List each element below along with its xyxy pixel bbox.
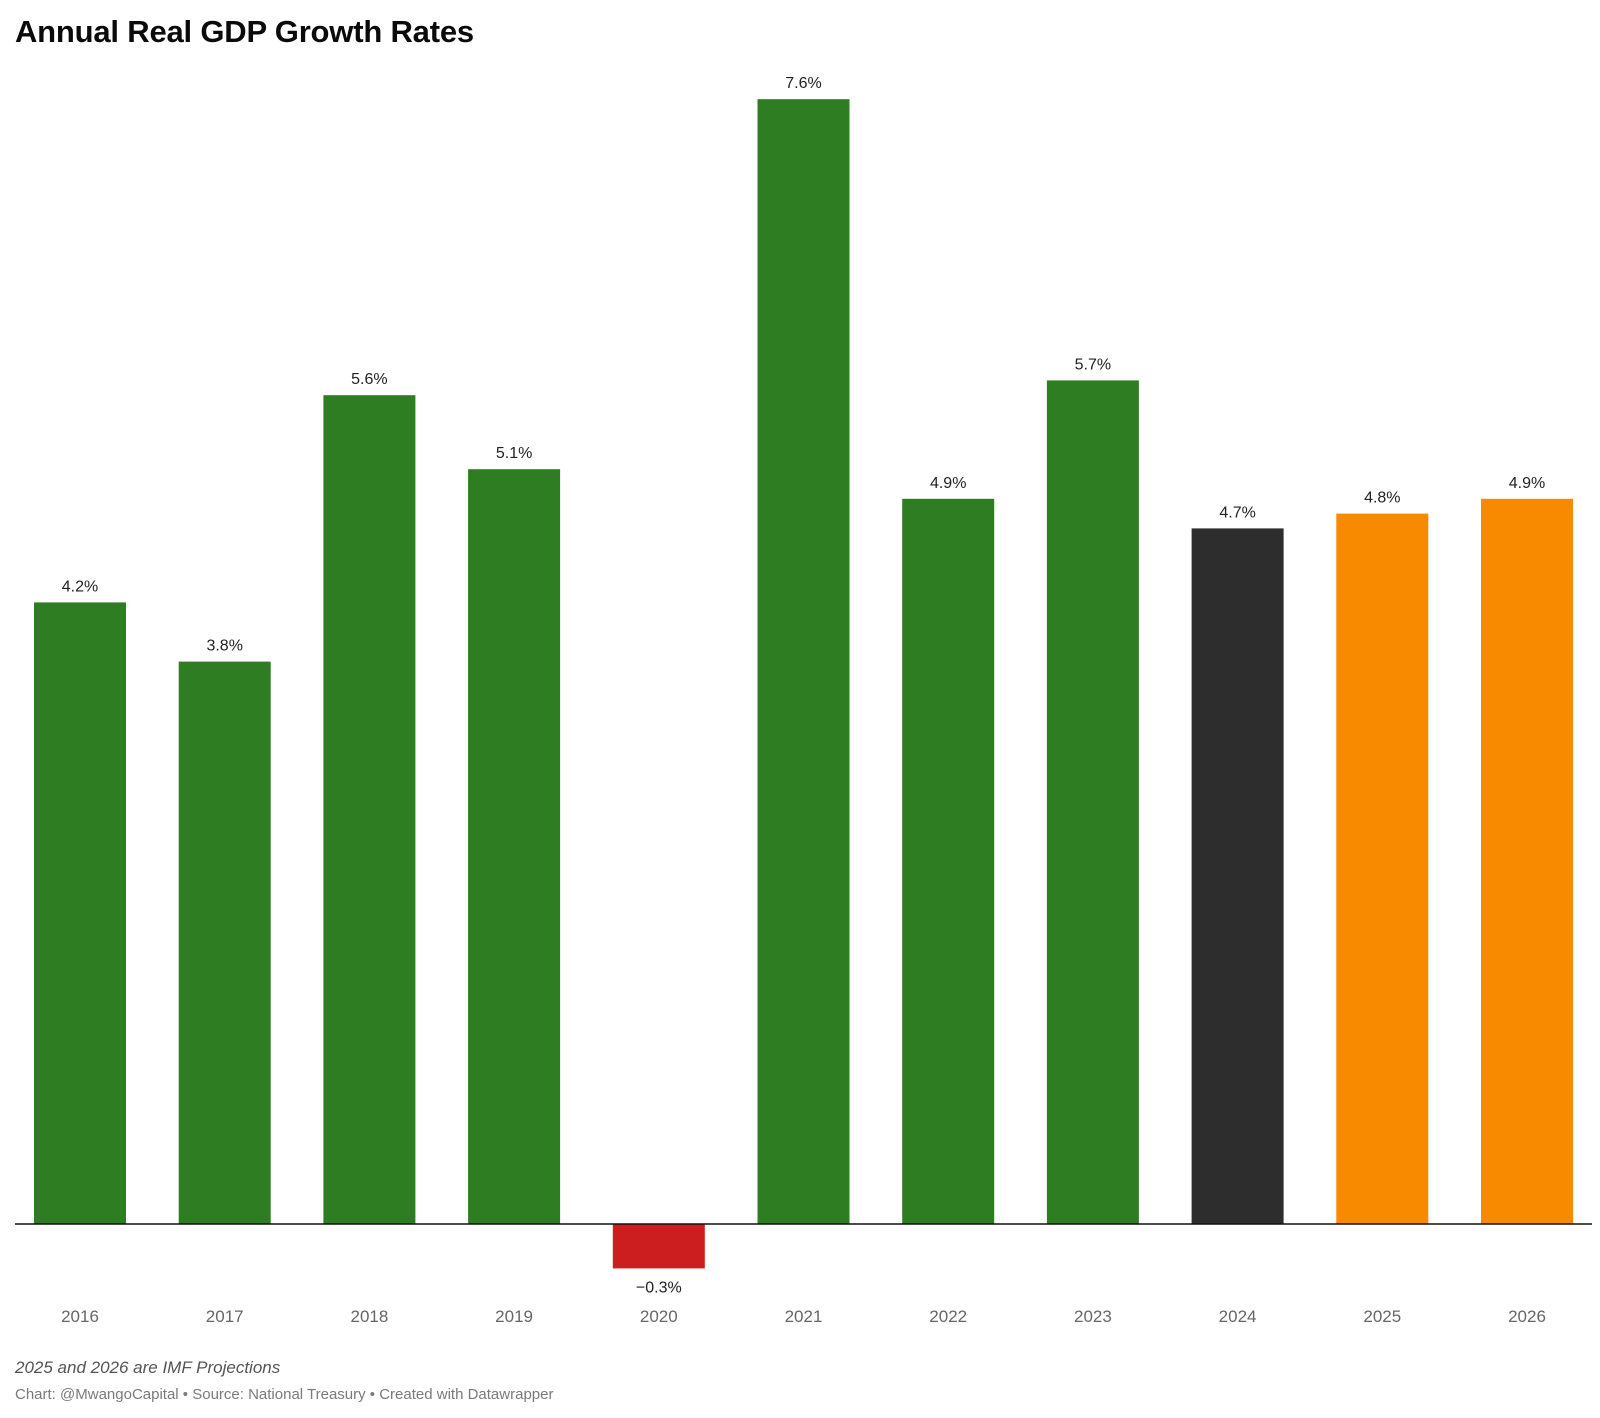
category-label-2019: 2019 [495, 1307, 533, 1326]
value-label-2026: 4.9% [1509, 475, 1545, 492]
value-label-2025: 4.8% [1364, 490, 1400, 507]
bar-2021 [757, 99, 850, 1225]
category-label-2020: 2020 [640, 1307, 678, 1326]
bar-2016 [34, 602, 126, 1224]
value-label-2019: 5.1% [496, 445, 532, 462]
chart-footer: Chart: @MwangoCapital • Source: National… [15, 1386, 554, 1403]
value-label-2016: 4.2% [62, 578, 98, 595]
value-label-2017: 3.8% [206, 638, 242, 655]
bar-2017 [178, 661, 271, 1224]
bar-2023 [1046, 380, 1139, 1224]
category-label-2025: 2025 [1363, 1307, 1401, 1326]
value-label-2020: −0.3% [636, 1279, 682, 1296]
category-label-2026: 2026 [1508, 1307, 1546, 1326]
category-label-2022: 2022 [929, 1307, 967, 1326]
bar-2019 [468, 469, 561, 1224]
category-label-2024: 2024 [1219, 1307, 1257, 1326]
projection-note: 2025 and 2026 are IMF Projections [15, 1358, 281, 1377]
category-label-2016: 2016 [61, 1307, 99, 1326]
category-label-2021: 2021 [785, 1307, 823, 1326]
category-label-2018: 2018 [350, 1307, 388, 1326]
value-label-2023: 5.7% [1075, 356, 1111, 373]
value-label-2021: 7.6% [785, 75, 821, 92]
bar-2025 [1336, 513, 1429, 1224]
value-label-2022: 4.9% [930, 475, 966, 492]
bar-2020 [612, 1224, 705, 1269]
value-label-2018: 5.6% [351, 371, 387, 388]
bars-group [34, 99, 1573, 1269]
category-labels-group: 2016 2017 2018 2019 2020 2021 2022 2023 2024 2025… [61, 1307, 1546, 1326]
bar-2024 [1191, 528, 1284, 1224]
category-label-2017: 2017 [206, 1307, 244, 1326]
value-label-2024: 4.7% [1219, 504, 1255, 521]
bar-2022 [902, 498, 995, 1224]
bar-2026 [1481, 498, 1573, 1224]
category-label-2023: 2023 [1074, 1307, 1112, 1326]
chart-title: Annual Real GDP Growth Rates [15, 14, 474, 49]
bar-2018 [323, 395, 416, 1224]
value-labels-group: 4.2% 3.8% 5.6% 5.1% −0.3% 7.6% 4.9% 5.7% 4.7% 4.8… [62, 75, 1545, 1296]
